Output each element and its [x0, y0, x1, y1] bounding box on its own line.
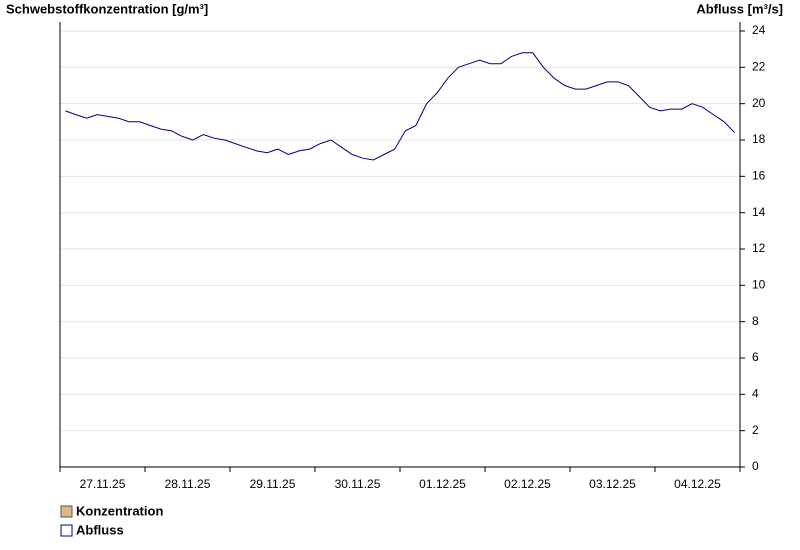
x-tick-label: 29.11.25 [250, 477, 296, 491]
legend-label: Abfluss [76, 522, 124, 537]
y2-tick-label: 16 [752, 169, 766, 183]
legend-swatch [60, 524, 73, 537]
y2-tick-label: 10 [752, 278, 766, 292]
x-tick-label: 27.11.25 [80, 477, 126, 491]
x-tick-label: 28.11.25 [165, 477, 211, 491]
x-tick-label: 03.12.25 [589, 477, 636, 491]
y2-tick-label: 6 [752, 350, 759, 364]
y2-tick-label: 14 [752, 205, 766, 219]
y2-tick-label: 4 [752, 387, 759, 401]
y2-tick-label: 0 [752, 459, 759, 473]
x-tick-label: 01.12.25 [419, 477, 466, 491]
y2-tick-label: 24 [752, 23, 766, 37]
y2-tick-label: 12 [752, 241, 766, 255]
y2-tick-label: 18 [752, 132, 766, 146]
y-axis-title: Schwebstoffkonzentration [g/m³] [6, 1, 208, 16]
x-tick-label: 02.12.25 [504, 477, 551, 491]
y2-tick-label: 22 [752, 60, 766, 74]
x-tick-label: 04.12.25 [674, 477, 721, 491]
x-tick-label: 30.11.25 [335, 477, 381, 491]
y2-tick-label: 2 [752, 423, 759, 437]
legend-label: Konzentration [76, 503, 163, 518]
y2-axis-title: Abfluss [m³/s] [696, 1, 783, 16]
y2-tick-label: 20 [752, 96, 766, 110]
legend-swatch [60, 505, 73, 518]
y2-tick-label: 8 [752, 314, 759, 328]
line-series [65, 52, 736, 161]
